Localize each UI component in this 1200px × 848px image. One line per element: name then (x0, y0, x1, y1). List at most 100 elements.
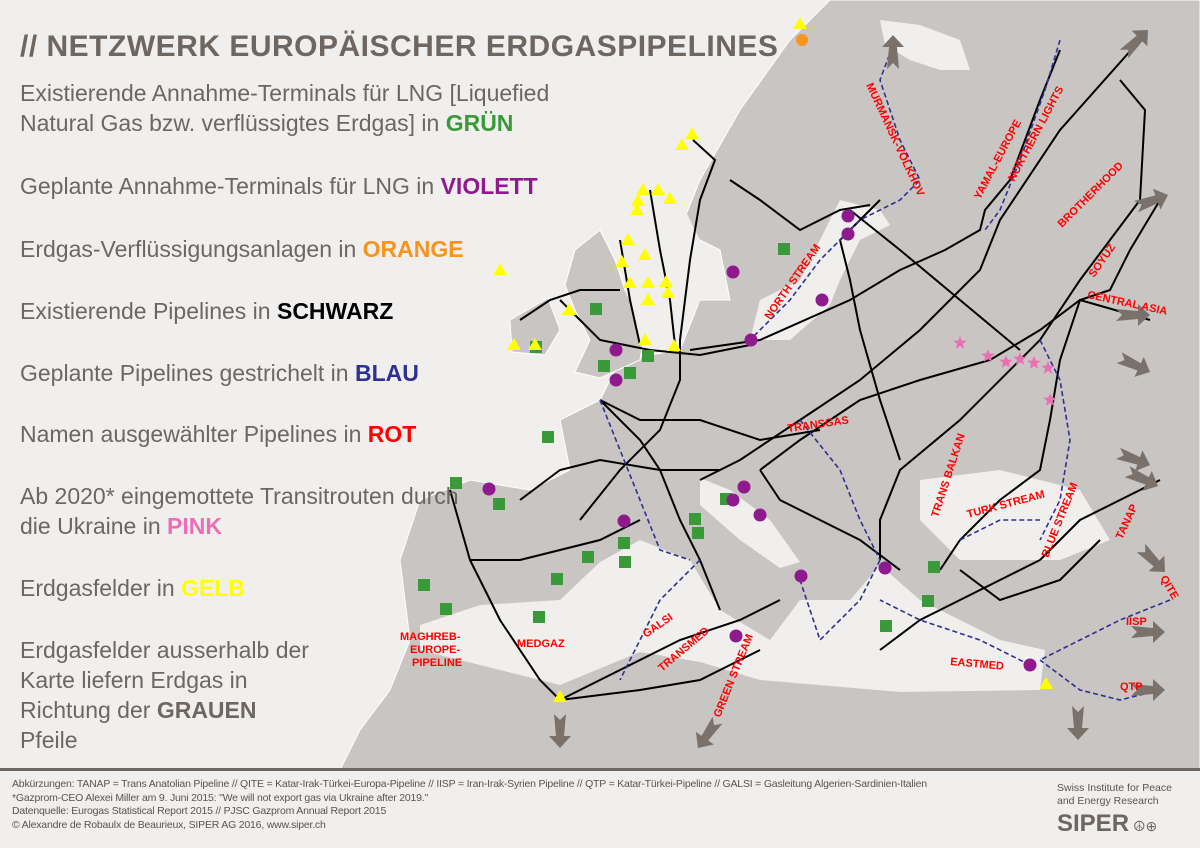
gas-field (663, 192, 677, 204)
existing-pipeline (689, 49, 1061, 351)
abbreviations-note: Abkürzungen: TANAP = Trans Anatolian Pip… (12, 778, 927, 790)
map-markers (418, 17, 1057, 702)
lng-terminal-planned (617, 514, 631, 528)
lng-terminal-planned (815, 293, 829, 307)
planned-pipeline (799, 559, 881, 642)
legend-highlight: GRAUEN (156, 697, 257, 723)
ukraine-transit-star (1013, 352, 1027, 365)
legend-highlight: VIOLETT (440, 173, 538, 199)
legend-highlight: GRÜN (445, 110, 514, 136)
legend-item: Existierende Annahme-Terminals für LNG [… (20, 78, 600, 138)
gazprom-quote-note: *Gazprom-CEO Alexei Miller am 9. Juni 20… (12, 791, 429, 804)
supply-arrow-icon (1116, 304, 1150, 326)
supply-arrow-icon (1133, 188, 1168, 213)
lng-terminal-existing (642, 350, 654, 362)
existing-pipeline (559, 649, 761, 701)
lng-terminal-planned (726, 493, 740, 507)
legend-highlight: ROT (367, 421, 417, 447)
legend-text: Geplante Annahme-Terminals für LNG in (20, 173, 441, 199)
planned-pipeline (599, 399, 691, 561)
page-title: // NETZWERK EUROPÄISCHER ERDGASPIPELINES (20, 30, 779, 63)
legend-highlight: SCHWARZ (276, 298, 394, 324)
planned-pipeline (619, 559, 701, 681)
existing-pipeline (519, 458, 720, 501)
lng-terminal-planned (744, 333, 758, 347)
existing-pipeline (959, 539, 1101, 602)
existing-pipeline (879, 559, 1041, 651)
label-maghreb-1: MAGHREB- (400, 631, 461, 643)
gas-field (630, 203, 644, 215)
supply-arrow-icon (1116, 352, 1150, 377)
data-source-note: Datenquelle: Eurogas Statistical Report … (12, 805, 387, 817)
liquefaction-plant (796, 34, 808, 46)
siper-logo: SIPER (1057, 810, 1130, 837)
legend-text: Geplante Pipelines gestrichelt in (20, 360, 355, 386)
lng-terminal-existing (689, 513, 701, 525)
lng-terminal-planned (737, 480, 751, 494)
lng-terminal-existing (928, 561, 940, 573)
ukraine-transit-star (999, 355, 1013, 368)
lng-terminal-existing (418, 579, 430, 591)
legend-item: Geplante Pipelines gestrichelt in BLAU (20, 358, 600, 388)
supply-arrow-icon (1124, 466, 1158, 491)
lng-terminal-planned (753, 508, 767, 522)
legend-text: Existierende Annahme-Terminals für LNG [… (20, 80, 550, 136)
planned-pipeline (1039, 339, 1071, 541)
gas-field (638, 333, 652, 345)
supply-arrow-icon (1119, 30, 1148, 59)
gas-field (641, 276, 655, 288)
mediterranean-sea (420, 540, 1045, 692)
existing-pipeline (1039, 479, 1161, 561)
lng-terminal-existing (692, 527, 704, 539)
lng-terminal-planned (841, 209, 855, 223)
europe-gas-map: MURMANSK-VOLKHOV YAMAL-EUROPE NORTHERN L… (339, 0, 1200, 770)
existing-pipeline (939, 199, 1161, 571)
existing-pipeline (599, 399, 821, 442)
lng-terminal-planned (726, 265, 740, 279)
gas-field (685, 127, 699, 139)
label-medgaz: MEDGAZ (517, 638, 565, 650)
gas-field (636, 183, 650, 195)
supply-arrows (549, 30, 1168, 748)
gas-field (651, 183, 665, 195)
existing-pipeline (470, 519, 641, 561)
existing-pipeline (559, 599, 781, 701)
lng-terminal-existing (440, 603, 452, 615)
ukraine-transit-star (1027, 356, 1041, 369)
lng-terminal-existing (582, 551, 594, 563)
legend-item: Erdgasfelder ausserhalb der Karte liefer… (20, 635, 320, 755)
legend-highlight: GELB (181, 575, 245, 601)
label-maghreb-3: PIPELINE (412, 657, 462, 669)
gas-field (623, 276, 637, 288)
gas-field (493, 263, 507, 275)
gas-field (641, 293, 655, 305)
planned-pipelines (599, 39, 1171, 701)
lng-terminal-planned (609, 343, 623, 357)
label-eastmed: EASTMED (950, 656, 1005, 673)
planned-pipeline (749, 39, 921, 341)
planned-pipeline (1039, 599, 1171, 661)
lng-terminal-planned (841, 227, 855, 241)
existing-pipeline (599, 399, 721, 611)
great-britain (564, 229, 646, 379)
footer-notes: Abkürzungen: TANAP = Trans Anatolian Pip… (12, 778, 1042, 832)
label-qtp: QTP (1120, 681, 1143, 693)
copyright-note[interactable]: © Alexandre de Robaulx de Beaurieux, SIP… (12, 818, 326, 831)
legend-text: Erdgas-Verflüssigungsanlagen in (20, 236, 363, 262)
legend: Existierende Annahme-Terminals für LNG [… (0, 0, 549, 753)
lng-terminal-existing (450, 477, 462, 489)
legend-item: Erdgasfelder in GELB (20, 573, 600, 603)
planned-pipeline (959, 519, 1040, 541)
existing-pipeline (449, 489, 561, 701)
lng-terminal-existing (598, 360, 610, 372)
legend-text: Namen ausgewählter Pipelines in (20, 421, 368, 447)
existing-pipeline (849, 209, 1021, 351)
legend-text: Existierende Pipelines in (20, 298, 277, 324)
gas-field (562, 303, 576, 315)
legend-suffix: Pfeile (20, 727, 78, 753)
lng-terminal-existing (922, 595, 934, 607)
supply-arrow-icon (1067, 706, 1089, 740)
legend-highlight: ORANGE (362, 236, 464, 262)
supply-arrow-icon (1136, 543, 1165, 572)
legend-item: Erdgas-Verflüssigungsanlagen in ORANGE (20, 234, 600, 264)
